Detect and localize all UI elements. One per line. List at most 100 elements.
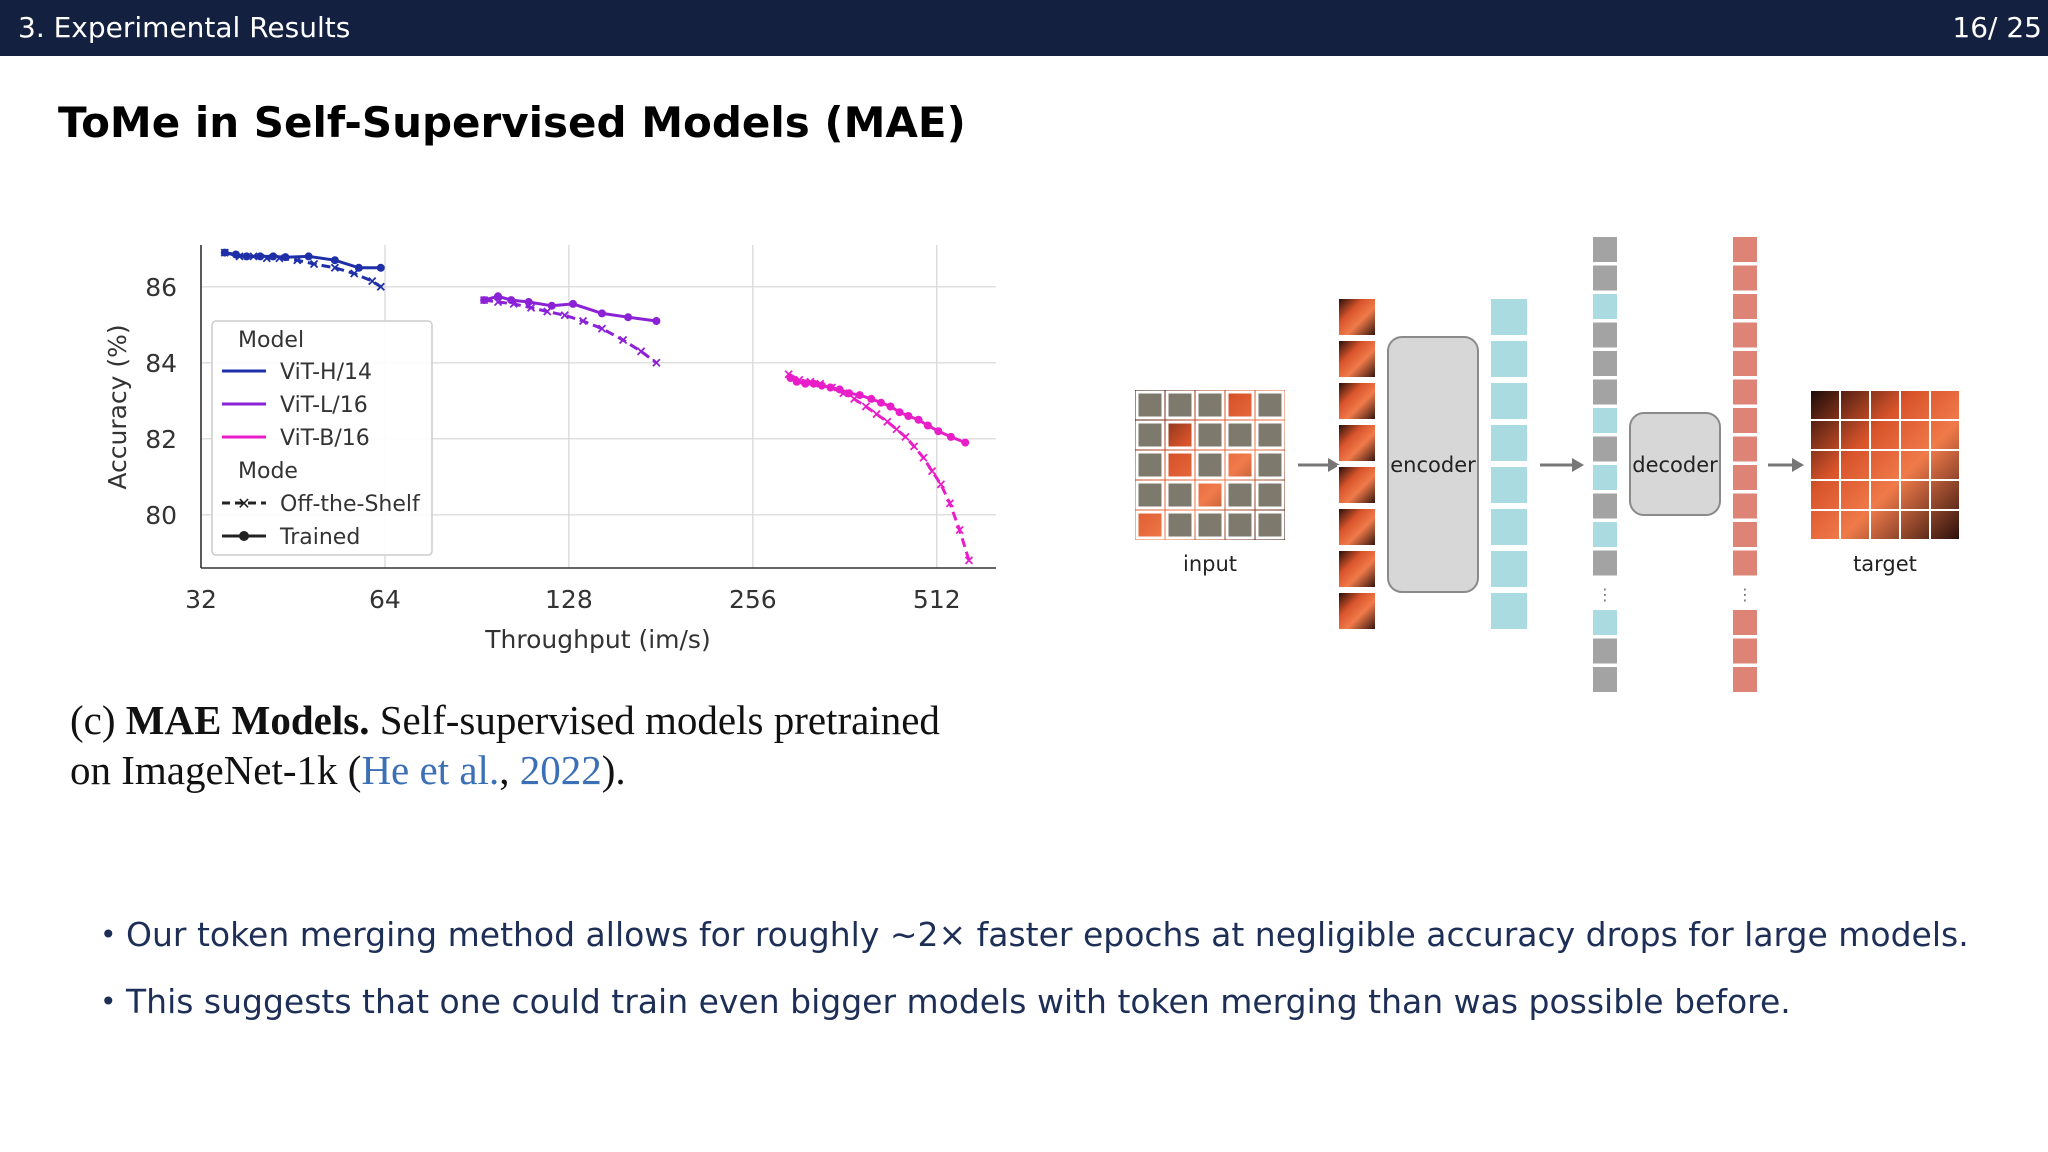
bullet-item: This suggests that one could train even …: [100, 972, 1969, 1039]
patch-tile: [1337, 507, 1377, 547]
y-tick-label: 84: [145, 349, 177, 378]
data-point: [867, 394, 876, 403]
caption-bold: MAE Models.: [125, 697, 370, 743]
patch-tile: [1337, 465, 1377, 505]
data-point: [827, 383, 837, 392]
decoded-token: [1733, 550, 1757, 576]
citation-author-link[interactable]: He et al.: [361, 747, 500, 793]
page-number: 16/ 25: [1952, 11, 2042, 44]
data-point: [850, 394, 859, 404]
series: [220, 248, 974, 565]
decoded-token: [1733, 322, 1757, 348]
legend-mode-title: Mode: [238, 459, 298, 484]
encoded-token: [1593, 610, 1617, 635]
data-point: [493, 297, 503, 307]
header-bar: 3. Experimental Results 16/ 25: [0, 0, 2048, 56]
masked-patch: [1135, 450, 1165, 480]
masked-patch: [1165, 480, 1195, 510]
y-tick-label: 86: [145, 273, 177, 302]
data-point: [892, 425, 901, 434]
patch-tile: [1337, 591, 1377, 631]
encoded-token: [1489, 465, 1529, 505]
masked-patch: [1225, 420, 1255, 450]
arrow-icon: [1540, 458, 1584, 472]
data-point: [249, 252, 258, 261]
data-point: [964, 556, 974, 565]
mask-token: [1593, 322, 1617, 348]
visible-patch: [1165, 450, 1195, 480]
x-tick-label: 512: [913, 585, 961, 614]
legend-label-off-the-shelf: Off-the-Shelf: [280, 492, 421, 517]
data-point: [816, 379, 825, 388]
data-point: [652, 317, 661, 325]
encoded-token: [1489, 549, 1529, 589]
patch-tile: [1337, 297, 1377, 337]
encoded-token: [1489, 381, 1529, 421]
citation-year-link[interactable]: 2022: [519, 747, 602, 793]
data-point: [936, 480, 946, 489]
data-point: [350, 269, 359, 278]
data-point: [479, 295, 489, 305]
mae-architecture-diagram: input encoder ⋮ decoder ⋮ target: [1135, 237, 1961, 692]
encoded-token: [1593, 408, 1617, 433]
caption-text-2b: ).: [601, 747, 626, 793]
figure-caption: (c) MAE Models. Self-supervised models p…: [70, 695, 1070, 795]
chart-legend: Model ViT-H/14 ViT-L/16 ViT-B/16 Mode ✕ …: [211, 320, 433, 556]
mask-token: [1593, 436, 1617, 462]
data-point: [855, 391, 864, 400]
decoded-token: [1733, 465, 1757, 490]
data-point: [543, 307, 552, 316]
decoded-token: [1733, 493, 1757, 519]
tick-labels: 32 64 128 256 512 80 82 84 86: [145, 273, 960, 614]
masked-patch: [1255, 390, 1285, 420]
data-point: [275, 254, 284, 263]
arrow-icon: [1298, 458, 1340, 472]
mask-token: [1593, 265, 1617, 291]
masked-patch: [1135, 420, 1165, 450]
visible-patch: [1225, 450, 1255, 480]
slide-title: ToMe in Self-Supervised Models (MAE): [58, 98, 966, 147]
encoded-token: [1489, 423, 1529, 463]
mask-token: [1593, 237, 1617, 262]
masked-patch: [1225, 510, 1255, 540]
decoded-token: [1733, 610, 1757, 635]
data-point: [220, 248, 229, 257]
patch-tile: [1337, 339, 1377, 379]
target-patch: [1929, 509, 1961, 541]
caption-comma: ,: [499, 747, 520, 793]
data-point: [262, 254, 271, 263]
encoded-tokens-column: [1489, 297, 1529, 631]
data-point: [293, 256, 302, 265]
decoded-token: [1733, 265, 1757, 291]
mask-token: [1593, 550, 1617, 576]
x-tick-label: 32: [185, 585, 217, 614]
decoded-token: [1733, 408, 1757, 433]
x-tick-label: 128: [545, 585, 593, 614]
decoded-token: [1733, 379, 1757, 405]
target-image: [1809, 389, 1961, 541]
data-point: [784, 370, 793, 379]
data-point: [569, 299, 578, 308]
input-label: input: [1183, 552, 1237, 576]
data-point: [368, 276, 377, 286]
mask-token: [1593, 379, 1617, 405]
decoded-token: [1733, 237, 1757, 262]
masked-patch: [1135, 390, 1165, 420]
data-point: [904, 412, 913, 420]
y-tick-label: 80: [145, 501, 177, 530]
data-point: [806, 377, 815, 386]
data-point: [376, 263, 385, 272]
data-point: [955, 525, 964, 535]
data-point: [895, 408, 904, 417]
masked-patch: [1195, 390, 1225, 420]
sequence-ellipsis: ⋮: [1597, 585, 1613, 604]
decoded-token: [1733, 436, 1757, 462]
masked-patch: [1165, 390, 1195, 420]
visible-patch: [1165, 420, 1195, 450]
caption-text-2a: on ImageNet-1k (: [70, 747, 362, 793]
input-mask-grid: [1135, 390, 1285, 540]
data-point: [330, 263, 340, 272]
data-point: [652, 358, 661, 367]
masked-patch: [1255, 450, 1285, 480]
decoded-token: [1733, 667, 1757, 692]
